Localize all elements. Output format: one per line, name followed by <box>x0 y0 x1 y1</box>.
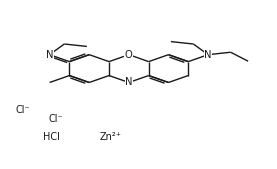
Text: O: O <box>125 50 133 60</box>
Text: N: N <box>125 78 133 88</box>
Text: Zn²⁺: Zn²⁺ <box>100 132 122 142</box>
Text: Cl⁻: Cl⁻ <box>16 105 30 115</box>
Text: HCl: HCl <box>43 132 60 142</box>
Text: N: N <box>204 50 212 60</box>
Text: Cl⁻: Cl⁻ <box>49 114 63 124</box>
Text: N: N <box>46 50 53 60</box>
